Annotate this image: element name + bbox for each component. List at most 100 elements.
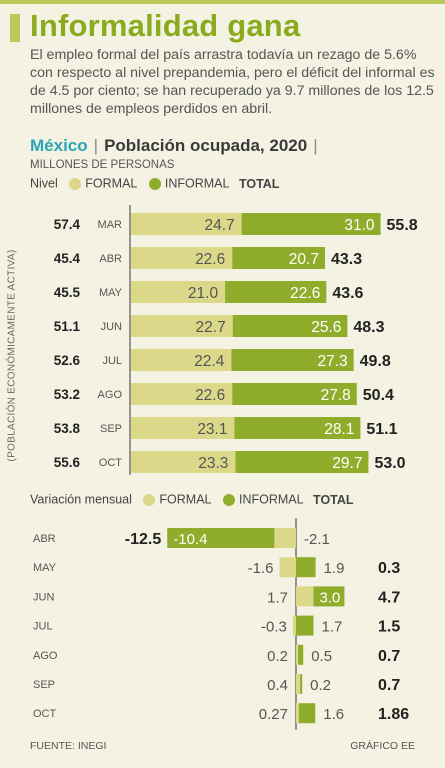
informal-bar (232, 383, 357, 405)
formal-bar (296, 703, 299, 724)
formal-swatch-icon (143, 493, 156, 506)
chart-subheading: México | Población ocupada, 2020 | (30, 136, 324, 156)
informal-value-label: 0.5 (311, 648, 332, 665)
legend-total: TOTAL (238, 176, 280, 191)
lead-paragraph: El empleo formal del país arrastra todav… (30, 47, 435, 117)
formal-bar (131, 451, 236, 473)
total-value-label: 55.8 (387, 217, 418, 234)
formal-bar (274, 528, 296, 548)
informal-value-label: 0.2 (310, 677, 331, 694)
informal-value-label: 1.6 (323, 706, 344, 723)
formal-value-label: 0.4 (267, 677, 288, 694)
informal-value-label: 20.7 (289, 251, 319, 268)
informal-value-label: 29.7 (332, 455, 362, 472)
formal-bar (131, 247, 233, 269)
month-tick-label: SEP (100, 423, 122, 435)
formal-value-label: 22.6 (195, 251, 225, 268)
formal-bar (131, 417, 235, 439)
pea-value-label: 55.6 (54, 455, 81, 470)
source-footer: FUENTE: INEGI (30, 740, 107, 752)
formal-value-label: -1.6 (248, 560, 274, 577)
level-chart: 57.4 MAR 24.7 31.0 55.8 45.4 ABR 22.6 20.7 43.3 45… (54, 205, 418, 475)
informal-value-label: 22.6 (290, 285, 320, 302)
pea-value-label: 53.8 (54, 421, 81, 436)
country-label: México (30, 136, 88, 155)
legend-formal: FORMAL (159, 492, 212, 507)
change-legend: Variación mensual FORMAL INFORMAL TOTAL (30, 492, 354, 507)
month-tick-label: ABR (99, 253, 122, 265)
informal-bar (241, 213, 381, 235)
pea-value-label: 52.6 (54, 353, 81, 368)
informal-bar (313, 586, 345, 607)
formal-bar (292, 615, 296, 636)
total-value-label: 49.8 (360, 353, 391, 370)
informal-value-label: 1.9 (324, 560, 345, 577)
formal-bar (131, 349, 232, 371)
informal-bar (232, 315, 348, 337)
formal-bar (131, 281, 226, 303)
chart-title: Población ocupada, 2020 (104, 136, 308, 155)
informal-bar (225, 281, 327, 303)
legend-title: Nivel (30, 176, 58, 191)
title-row: Informalidad gana (10, 6, 440, 46)
formal-value-label: 0.27 (259, 706, 288, 723)
informal-value-label: 25.6 (311, 319, 341, 336)
level-legend: Nivel FORMAL INFORMAL TOTAL (30, 176, 279, 191)
formal-bar (279, 557, 296, 578)
informal-bar (232, 247, 325, 269)
formal-value-label: 0.2 (267, 648, 288, 665)
informal-bar (234, 417, 361, 439)
top-accent-bar (0, 0, 445, 4)
formal-value-label: 22.4 (194, 353, 225, 370)
informal-value-label: 31.0 (344, 217, 375, 234)
formal-value-label: 1.7 (267, 589, 288, 606)
month-tick-label: MAY (33, 562, 57, 574)
informal-bar (235, 451, 369, 473)
month-tick-label: JUN (33, 591, 54, 603)
formal-swatch-icon (69, 177, 82, 190)
legend-informal: INFORMAL (164, 176, 230, 191)
month-tick-label: JUL (33, 621, 53, 633)
informal-bar (296, 557, 316, 578)
informal-bar (300, 674, 303, 694)
formal-value-label: 23.1 (197, 421, 227, 438)
subheading-separator: | (93, 136, 99, 155)
informal-bar (167, 528, 275, 548)
total-value-label: 53.0 (374, 455, 405, 472)
month-tick-label: AGO (98, 389, 123, 401)
pea-value-label: 45.5 (54, 285, 81, 300)
informal-bar (298, 644, 304, 665)
credit-footer: GRÁFICO EE (350, 740, 415, 752)
month-tick-label: MAY (99, 287, 123, 299)
informal-value-label: 27.3 (317, 353, 347, 370)
informal-bar (296, 615, 314, 636)
informal-value-label: 27.8 (321, 387, 351, 404)
informal-bar (298, 703, 316, 724)
month-tick-label: JUL (102, 355, 122, 367)
pea-value-label: 53.2 (54, 387, 80, 402)
formal-value-label: -0.3 (261, 619, 287, 636)
informal-bar (231, 349, 354, 371)
informal-swatch-icon (222, 493, 235, 506)
formal-bar (131, 315, 233, 337)
total-value-label: 51.1 (366, 421, 397, 438)
formal-bar (296, 586, 314, 607)
formal-bar (296, 674, 301, 694)
total-value-label: 48.3 (353, 319, 384, 336)
formal-bar (296, 644, 299, 665)
informal-value-label: 3.0 (320, 589, 341, 606)
formal-value-label: 22.7 (196, 319, 226, 336)
legend-title: Variación mensual (30, 492, 132, 507)
informal-value-label: 1.7 (322, 619, 343, 636)
formal-value-label: 22.6 (195, 387, 225, 404)
pea-value-label: 51.1 (54, 319, 81, 334)
month-tick-label: OCT (99, 457, 123, 469)
month-tick-label: ABR (33, 533, 56, 545)
pea-value-label: 45.4 (54, 251, 81, 266)
subheading-separator-end: | (313, 136, 318, 155)
formal-bar (131, 213, 242, 235)
month-tick-label: SEP (33, 679, 55, 691)
formal-value-label: 21.0 (188, 285, 219, 302)
total-value-label: 50.4 (363, 387, 394, 404)
title-block-decoration (10, 14, 20, 42)
